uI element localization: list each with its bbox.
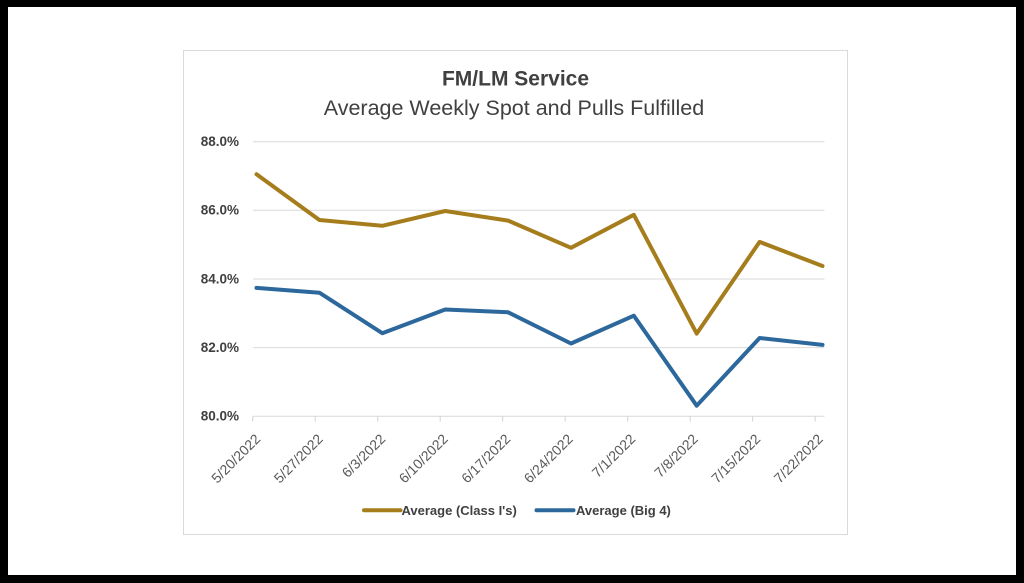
svg-text:FM/LM Service: FM/LM Service	[442, 68, 589, 91]
svg-text:84.0%: 84.0%	[201, 271, 239, 286]
svg-text:86.0%: 86.0%	[201, 203, 239, 218]
svg-text:Average (Class I's): Average (Class I's)	[402, 503, 517, 518]
svg-text:88.0%: 88.0%	[201, 134, 239, 149]
svg-text:Average (Big 4): Average (Big 4)	[576, 503, 671, 518]
svg-text:Average Weekly Spot and Pulls: Average Weekly Spot and Pulls Fulfilled	[324, 96, 704, 120]
svg-text:82.0%: 82.0%	[201, 340, 239, 355]
svg-text:80.0%: 80.0%	[201, 409, 239, 424]
